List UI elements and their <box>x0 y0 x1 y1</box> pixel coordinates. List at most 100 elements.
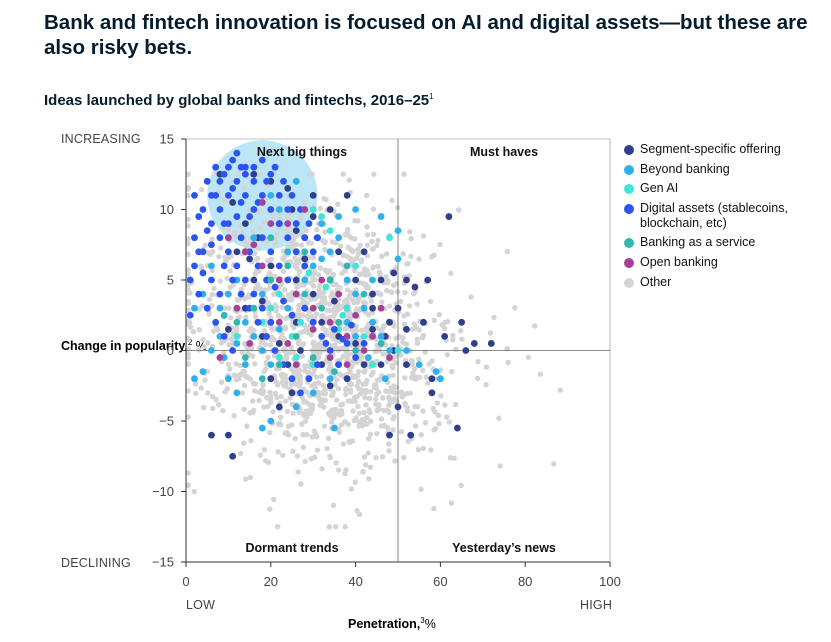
point-other <box>247 474 254 481</box>
x-tick-label: 60 <box>433 574 447 589</box>
point-other <box>239 390 246 396</box>
point-digital <box>216 206 224 213</box>
point-other <box>261 404 267 410</box>
point-open <box>335 290 343 298</box>
point-other <box>301 412 308 418</box>
point-digital <box>250 177 258 185</box>
point-other <box>309 434 315 440</box>
point-other <box>243 476 249 482</box>
point-other <box>271 291 277 297</box>
point-baas <box>233 318 241 326</box>
point-other <box>365 285 371 291</box>
point-other <box>364 232 371 238</box>
legend-label-baas: Banking as a service <box>640 235 756 250</box>
point-other <box>297 330 304 336</box>
y-tick-label: −5 <box>159 414 174 429</box>
point-other <box>322 240 328 246</box>
point-other <box>254 255 261 262</box>
point-other <box>233 361 239 367</box>
y-axis-footnote-marker: 2 <box>187 338 193 347</box>
x-tick-label: 80 <box>518 574 532 589</box>
point-other <box>438 393 444 399</box>
point-other <box>436 420 442 427</box>
point-other <box>209 393 216 400</box>
point-genai <box>339 311 347 319</box>
point-segment <box>386 431 393 439</box>
point-other <box>412 289 418 295</box>
point-other <box>199 265 205 271</box>
point-other <box>310 254 317 261</box>
point-other <box>303 227 309 234</box>
point-digital <box>186 276 194 284</box>
point-other <box>400 393 406 400</box>
point-other <box>364 224 370 230</box>
point-other <box>298 215 304 221</box>
point-other <box>496 415 502 421</box>
point-beyond <box>267 192 275 199</box>
point-digital <box>208 220 215 228</box>
point-other <box>316 380 322 386</box>
point-other <box>346 398 353 404</box>
point-digital <box>275 220 283 228</box>
point-segment <box>369 325 376 333</box>
x-axis-unit: % <box>424 617 436 632</box>
point-digital <box>267 318 275 326</box>
point-digital <box>267 206 275 213</box>
point-genai <box>292 354 300 361</box>
point-beyond <box>284 248 292 256</box>
point-open <box>284 340 292 347</box>
point-beyond <box>225 290 232 298</box>
point-other <box>226 341 232 348</box>
legend-swatch-segment <box>624 145 634 155</box>
point-other <box>361 268 368 275</box>
point-other <box>291 324 297 331</box>
point-other <box>310 275 316 281</box>
point-other <box>371 171 377 177</box>
point-segment <box>458 318 465 326</box>
point-baas <box>326 276 334 284</box>
point-other <box>410 411 416 417</box>
point-segment <box>275 340 283 347</box>
point-other <box>345 421 352 428</box>
point-beyond <box>331 424 338 432</box>
point-other <box>367 409 373 416</box>
point-other <box>356 511 363 518</box>
point-digital <box>280 177 287 185</box>
point-other <box>295 469 301 475</box>
point-other <box>185 223 191 229</box>
point-other <box>430 405 436 412</box>
point-other <box>310 283 317 289</box>
point-other <box>300 312 306 318</box>
point-beyond <box>415 361 423 368</box>
legend-label-segment: Segment-specific offering <box>640 142 781 156</box>
point-other <box>416 327 422 333</box>
point-other <box>263 394 270 401</box>
point-other <box>317 205 324 212</box>
point-other <box>252 388 258 394</box>
x-axis-low-label: LOW <box>186 598 216 612</box>
point-genai <box>369 361 376 368</box>
point-other <box>362 394 368 401</box>
point-other <box>420 445 427 452</box>
point-other <box>265 459 272 466</box>
y-tick-label: 10 <box>160 202 174 217</box>
point-other <box>420 367 426 373</box>
point-other <box>389 398 395 405</box>
point-other <box>414 340 421 346</box>
point-segment <box>343 375 351 383</box>
point-other <box>414 301 420 307</box>
point-beyond <box>394 255 402 263</box>
point-digital <box>241 170 249 178</box>
point-digital <box>267 170 275 178</box>
point-other <box>389 289 395 296</box>
point-other <box>241 406 247 413</box>
point-other <box>213 396 219 403</box>
point-other <box>339 401 346 407</box>
point-other <box>348 486 355 492</box>
point-other <box>334 376 340 383</box>
point-other <box>249 398 256 404</box>
point-digital <box>191 234 198 242</box>
point-other <box>420 408 426 414</box>
point-other <box>248 438 254 444</box>
point-segment <box>462 347 470 354</box>
